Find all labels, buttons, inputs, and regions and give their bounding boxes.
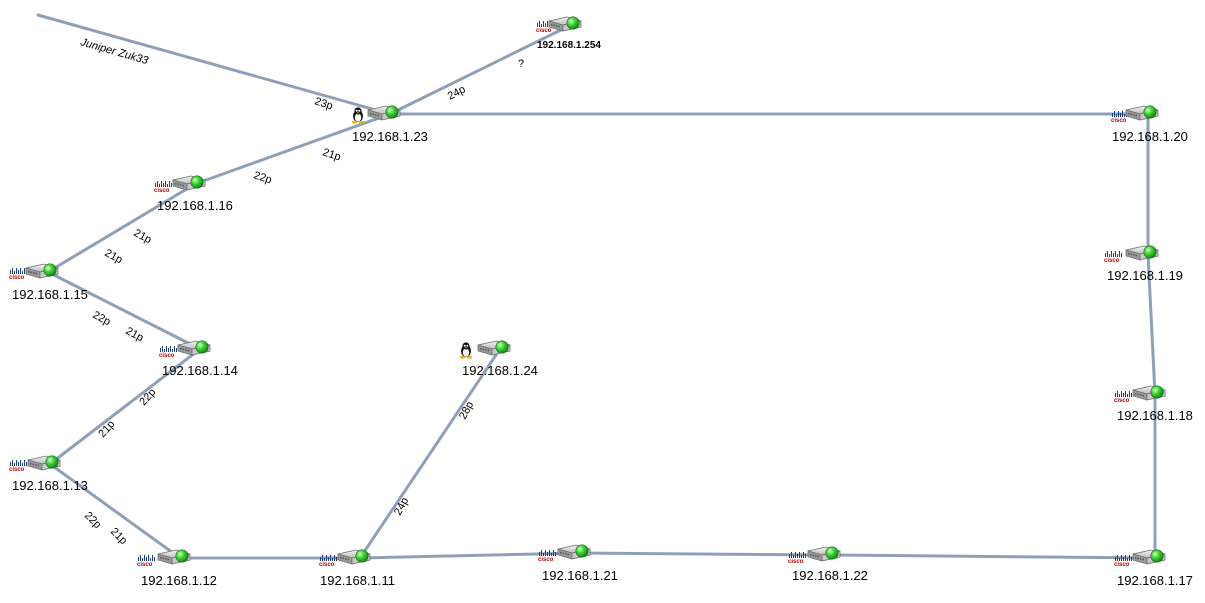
link-s16-s15[interactable] bbox=[46, 182, 197, 274]
port-label: 22p bbox=[91, 309, 113, 328]
svg-text:cisco: cisco bbox=[536, 28, 552, 34]
port-label: 21p bbox=[132, 227, 154, 246]
port-label: 22p bbox=[137, 386, 158, 408]
network-switch-icon[interactable] bbox=[1125, 105, 1159, 121]
link-s23-s254[interactable] bbox=[388, 23, 573, 116]
network-switch-icon[interactable] bbox=[477, 340, 511, 356]
port-label: 21p bbox=[108, 526, 129, 547]
cisco-logo-icon: cisco bbox=[1111, 111, 1129, 124]
switch-node[interactable]: cisco 192.168.1.12 bbox=[137, 549, 217, 588]
cisco-logo-icon: cisco bbox=[788, 552, 806, 565]
link-s21-s22[interactable] bbox=[578, 551, 832, 557]
link-s22-s17[interactable] bbox=[828, 553, 1157, 560]
switch-node[interactable]: cisco 192.168.1.254 bbox=[536, 16, 601, 51]
port-label: 21p bbox=[321, 146, 342, 163]
port-label: 21p bbox=[124, 325, 146, 344]
cisco-logo-icon: cisco bbox=[137, 555, 155, 568]
ip-address-label: 192.168.1.19 bbox=[1107, 268, 1183, 283]
port-label: 24p bbox=[392, 496, 411, 518]
svg-text:cisco: cisco bbox=[159, 353, 175, 359]
cisco-logo-icon: cisco bbox=[9, 460, 27, 473]
switch-node[interactable]: cisco 192.168.1.21 bbox=[538, 544, 618, 583]
port-label: ? bbox=[518, 58, 524, 70]
network-switch-icon[interactable] bbox=[548, 16, 582, 32]
cisco-logo-icon: cisco bbox=[9, 268, 27, 281]
ip-address-label: 192.168.1.22 bbox=[792, 568, 868, 583]
port-label: 21p bbox=[103, 247, 125, 266]
svg-text:cisco: cisco bbox=[9, 467, 25, 473]
ip-address-label: 192.168.1.16 bbox=[157, 198, 233, 213]
ip-address-label: 192.168.1.17 bbox=[1117, 573, 1193, 588]
link-s23-s16[interactable] bbox=[193, 112, 392, 186]
switch-node[interactable]: cisco 192.168.1.22 bbox=[788, 546, 868, 583]
ip-address-label: 192.168.1.15 bbox=[12, 287, 88, 302]
switch-node[interactable]: cisco 192.168.1.20 bbox=[1111, 105, 1188, 144]
svg-text:cisco: cisco bbox=[9, 275, 25, 281]
switch-node[interactable]: cisco 192.168.1.15 bbox=[9, 263, 88, 302]
network-switch-icon[interactable] bbox=[337, 549, 371, 565]
cisco-logo-icon: cisco bbox=[1114, 555, 1132, 568]
port-label: 28p bbox=[457, 400, 476, 422]
network-switch-icon[interactable] bbox=[557, 544, 591, 560]
cisco-logo-icon: cisco bbox=[154, 181, 172, 194]
svg-text:cisco: cisco bbox=[538, 557, 554, 563]
nodes-layer: 192.168.1.23 cisco 192.168.1.254 cisco 192.1… bbox=[9, 16, 1193, 588]
switch-node[interactable]: cisco 192.168.1.17 bbox=[1114, 549, 1193, 588]
switch-node[interactable]: cisco 192.168.1.18 bbox=[1114, 385, 1193, 423]
ip-address-label: 192.168.1.23 bbox=[352, 129, 428, 144]
switch-node[interactable]: cisco 192.168.1.11 bbox=[319, 549, 395, 588]
svg-text:cisco: cisco bbox=[788, 559, 804, 565]
ip-address-label: 192.168.1.24 bbox=[462, 363, 538, 378]
ip-address-label: 192.168.1.12 bbox=[141, 573, 217, 588]
switch-node[interactable]: cisco 192.168.1.19 bbox=[1104, 245, 1183, 283]
linux-tux-icon bbox=[351, 107, 365, 124]
network-switch-icon[interactable] bbox=[807, 546, 841, 562]
cisco-logo-icon: cisco bbox=[538, 550, 556, 563]
ip-address-label: 192.168.1.18 bbox=[1117, 408, 1193, 423]
cisco-logo-icon: cisco bbox=[159, 346, 177, 359]
svg-text:cisco: cisco bbox=[1104, 258, 1120, 264]
cisco-logo-icon: cisco bbox=[1104, 251, 1122, 264]
port-label: 22p bbox=[252, 169, 273, 186]
cisco-logo-icon: cisco bbox=[319, 555, 337, 568]
linux-tux-icon bbox=[459, 342, 473, 359]
ip-address-label: 192.168.1.13 bbox=[12, 478, 88, 493]
port-label: 21p bbox=[96, 418, 117, 440]
cisco-logo-icon: cisco bbox=[1114, 391, 1132, 404]
link-ext-s23[interactable] bbox=[36, 13, 392, 116]
switch-node[interactable]: 192.168.1.23 bbox=[351, 105, 428, 144]
switch-node[interactable]: 192.168.1.24 bbox=[459, 340, 538, 378]
svg-text:cisco: cisco bbox=[1114, 562, 1130, 568]
network-switch-icon[interactable] bbox=[1132, 385, 1166, 401]
network-switch-icon[interactable] bbox=[1125, 245, 1159, 261]
svg-text:cisco: cisco bbox=[1114, 398, 1130, 404]
network-switch-icon[interactable] bbox=[172, 175, 206, 191]
port-label: 22p bbox=[82, 510, 103, 531]
external-link-label: Juniper Zuk33 bbox=[78, 36, 150, 67]
ip-address-label: 192.168.1.14 bbox=[162, 363, 238, 378]
link-s14-s13[interactable] bbox=[48, 347, 202, 466]
network-switch-icon[interactable] bbox=[177, 340, 211, 356]
svg-text:cisco: cisco bbox=[319, 562, 335, 568]
ip-address-label: 192.168.1.254 bbox=[537, 40, 601, 51]
link-s18-s19[interactable] bbox=[1146, 252, 1157, 396]
switch-node[interactable]: cisco 192.168.1.16 bbox=[154, 175, 233, 213]
network-switch-icon[interactable] bbox=[1132, 549, 1166, 565]
switch-node[interactable]: cisco 192.168.1.13 bbox=[9, 455, 88, 493]
switch-node[interactable]: cisco 192.168.1.14 bbox=[159, 340, 238, 378]
svg-text:cisco: cisco bbox=[1111, 118, 1127, 124]
ip-address-label: 192.168.1.11 bbox=[320, 573, 395, 588]
links-layer: 23p24p?21p22p21p21p22p21p22p21p22p21p24p… bbox=[36, 13, 1157, 560]
ip-address-label: 192.168.1.20 bbox=[1112, 129, 1188, 144]
link-s15-s14[interactable] bbox=[46, 270, 202, 351]
svg-text:cisco: cisco bbox=[154, 188, 170, 194]
network-switch-icon[interactable] bbox=[157, 549, 191, 565]
cisco-logo-icon: cisco bbox=[536, 21, 554, 34]
port-label: 23p bbox=[313, 95, 334, 112]
link-s11-s24[interactable] bbox=[358, 347, 502, 560]
svg-text:cisco: cisco bbox=[137, 562, 153, 568]
ip-address-label: 192.168.1.21 bbox=[542, 568, 618, 583]
link-s13-s12[interactable] bbox=[48, 462, 182, 560]
